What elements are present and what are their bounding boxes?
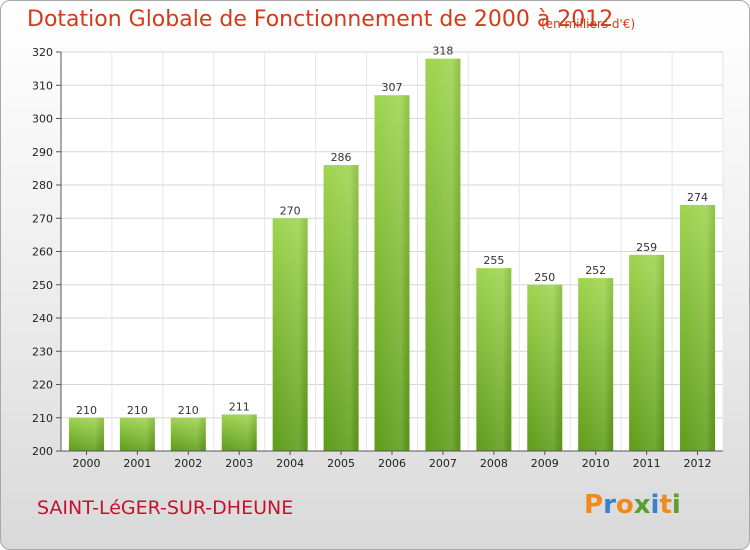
x-tick-label-2008: 2008	[480, 457, 508, 470]
data-label-2004: 270	[280, 204, 301, 217]
data-label-2006: 307	[382, 81, 403, 94]
bar-sheen-2002	[170, 417, 206, 451]
bar-sheen-2008	[476, 268, 512, 451]
y-tick-label: 290	[32, 146, 53, 159]
town-name: SAINT-LéGER-SUR-DHEUNE	[37, 497, 294, 519]
y-tick-label: 220	[32, 379, 53, 392]
x-tick-label-2001: 2001	[123, 457, 151, 470]
bar-sheen-2012	[680, 204, 716, 451]
chart-title: Dotation Globale de Fonctionnement de 20…	[27, 7, 614, 32]
x-tick-label-2002: 2002	[174, 457, 202, 470]
y-tick-label: 240	[32, 312, 53, 325]
data-label-2010: 252	[585, 264, 606, 277]
x-tick-label-2010: 2010	[582, 457, 610, 470]
x-tick-label-2007: 2007	[429, 457, 457, 470]
bar-sheen-2003	[221, 414, 257, 451]
x-tick-label-2012: 2012	[684, 457, 712, 470]
y-tick-label: 250	[32, 279, 53, 292]
x-tick-label-2004: 2004	[276, 457, 304, 470]
x-tick-label-2009: 2009	[531, 457, 559, 470]
bar-sheen-2001	[119, 417, 155, 451]
chart-subtitle: (en milliers d'€)	[541, 17, 636, 31]
y-tick-label: 260	[32, 246, 53, 259]
y-tick-label: 320	[32, 46, 53, 59]
bar-sheen-2005	[323, 165, 359, 452]
bar-sheen-2000	[68, 417, 104, 451]
y-tick-label: 200	[32, 445, 53, 458]
y-tick-label: 230	[32, 345, 53, 358]
y-tick-label: 310	[32, 79, 53, 92]
proxiti-logo: Proxiti	[584, 490, 681, 520]
data-label-2003: 211	[229, 400, 250, 413]
data-label-2002: 210	[178, 404, 199, 417]
data-label-2005: 286	[331, 151, 352, 164]
y-tick-label: 270	[32, 212, 53, 225]
data-label-2008: 255	[483, 254, 504, 267]
data-label-2012: 274	[687, 191, 708, 204]
data-label-2001: 210	[127, 404, 148, 417]
y-tick-label: 300	[32, 113, 53, 126]
y-tick-label: 280	[32, 179, 53, 192]
bar-sheen-2004	[272, 218, 308, 451]
bar-sheen-2010	[578, 278, 614, 451]
bar-sheen-2009	[527, 284, 563, 451]
x-tick-label-2005: 2005	[327, 457, 355, 470]
data-label-2000: 210	[76, 404, 97, 417]
x-tick-label-2011: 2011	[633, 457, 661, 470]
x-tick-label-2000: 2000	[72, 457, 100, 470]
data-label-2009: 250	[534, 271, 555, 284]
x-tick-label-2006: 2006	[378, 457, 406, 470]
bar-sheen-2007	[425, 58, 461, 452]
bar-sheen-2006	[374, 95, 410, 451]
data-label-2011: 259	[636, 241, 657, 254]
x-tick-label-2003: 2003	[225, 457, 253, 470]
data-label-2007: 318	[432, 45, 453, 58]
bar-sheen-2011	[629, 254, 665, 451]
y-tick-label: 210	[32, 412, 53, 425]
